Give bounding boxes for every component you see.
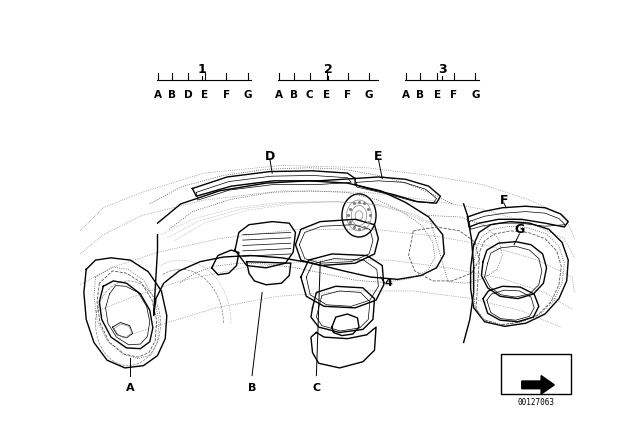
Text: G: G (365, 90, 373, 100)
Text: 1: 1 (197, 63, 206, 76)
Text: F: F (500, 194, 508, 207)
Text: A: A (154, 90, 162, 100)
Text: E: E (374, 150, 383, 163)
Text: 4: 4 (385, 278, 392, 288)
Text: E: E (323, 90, 330, 100)
Text: 00127063: 00127063 (517, 398, 554, 407)
Polygon shape (522, 375, 554, 394)
Text: 3: 3 (438, 63, 446, 76)
Text: C: C (312, 383, 321, 393)
Text: D: D (265, 150, 275, 163)
Text: G: G (515, 223, 525, 236)
Text: F: F (451, 90, 458, 100)
Text: A: A (275, 90, 284, 100)
Text: D: D (184, 90, 193, 100)
Text: E: E (202, 90, 209, 100)
Text: F: F (344, 90, 351, 100)
Text: 2: 2 (324, 63, 332, 76)
Text: F: F (223, 90, 230, 100)
Bar (501, 354, 571, 394)
Text: B: B (168, 90, 176, 100)
Text: E: E (433, 90, 441, 100)
Text: B: B (416, 90, 424, 100)
Text: C: C (306, 90, 314, 100)
Text: G: G (471, 90, 479, 100)
Text: B: B (291, 90, 298, 100)
Text: A: A (126, 383, 134, 393)
Text: A: A (402, 90, 410, 100)
Text: B: B (248, 383, 256, 393)
Text: G: G (243, 90, 252, 100)
